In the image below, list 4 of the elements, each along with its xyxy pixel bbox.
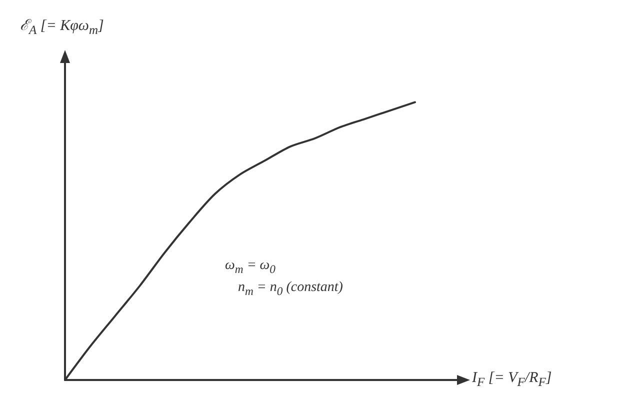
x-axis-title: I$_{F}$ [= V$_{F}$/R$_{F}$] (472, 370, 552, 390)
annotation: n$_{m}$ = n$_{0}$ (constant) (238, 280, 343, 298)
y-axis-title: ℰ$_{A}$ [= Kφω$_{m}$] (20, 17, 104, 38)
annotation: ω$_{m}$ = ω$_{0}$ (225, 258, 276, 276)
